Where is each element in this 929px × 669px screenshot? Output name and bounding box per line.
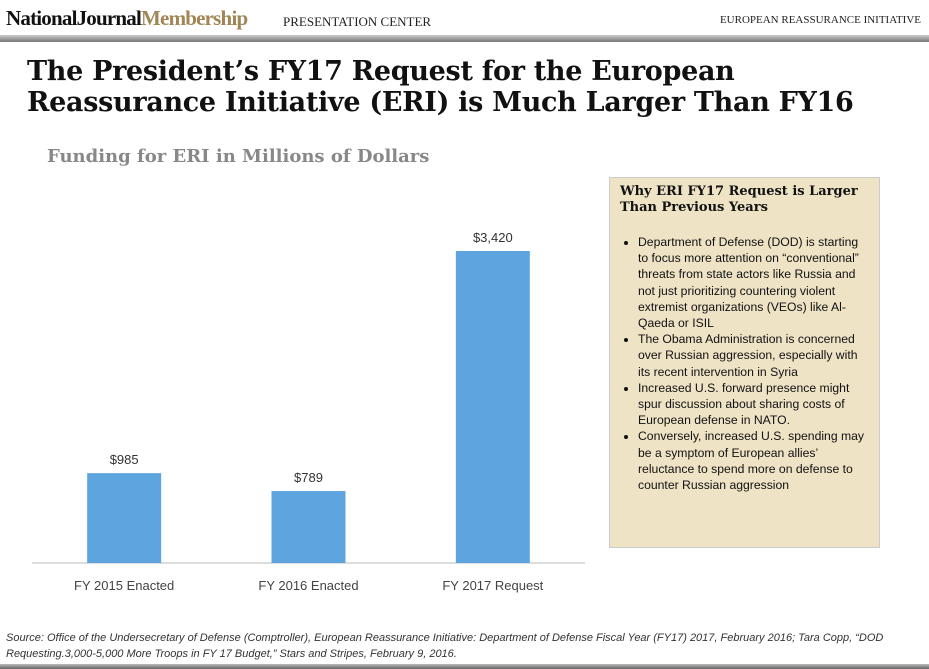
- topic-label: EUROPEAN REASSURANCE INITIATIVE: [719, 14, 921, 26]
- bar: [455, 251, 530, 563]
- title-line: Reassurance Initiative (ERI) is Much Lar…: [27, 87, 854, 118]
- page-title: The President’s FY17 Request for the Eur…: [27, 56, 854, 118]
- x-tick-label: FY 2016 Enacted: [258, 578, 358, 593]
- header: NationalJournalMembership PRESENTATION C…: [0, 0, 929, 36]
- bar: [271, 491, 346, 563]
- data-label: $789: [294, 470, 323, 485]
- data-label: $3,420: [473, 230, 513, 245]
- bullet-item: The Obama Administration is concerned ov…: [638, 331, 869, 380]
- bullet-list: Department of Defense (DOD) is starting …: [620, 234, 869, 493]
- bullet-item: Department of Defense (DOD) is starting …: [638, 234, 869, 331]
- logo-text-membership: Membership: [141, 6, 248, 30]
- chart-title: Funding for ERI in Millions of Dollars: [47, 146, 430, 167]
- bar: [87, 473, 162, 563]
- x-tick-label: FY 2017 Request: [442, 578, 543, 593]
- bullet-item: Conversely, increased U.S. spending may …: [638, 428, 869, 493]
- source-note: Source: Office of the Undersecretary of …: [6, 632, 884, 660]
- bullet-item: Increased U.S. forward presence might sp…: [638, 380, 869, 429]
- logo-text: NationalJournal: [6, 6, 142, 30]
- data-label: $985: [110, 452, 139, 467]
- title-line: The President’s FY17 Request for the Eur…: [27, 56, 735, 87]
- footer-divider: [0, 664, 929, 669]
- panel-heading: Why ERI FY17 Request is Larger Than Prev…: [620, 184, 858, 215]
- explanation-panel: Why ERI FY17 Request is Larger Than Prev…: [609, 177, 880, 548]
- section-label: PRESENTATION CENTER: [283, 14, 432, 29]
- header-divider: [0, 35, 929, 42]
- x-tick-label: FY 2015 Enacted: [74, 578, 174, 593]
- logo: NationalJournalMembership: [6, 6, 248, 31]
